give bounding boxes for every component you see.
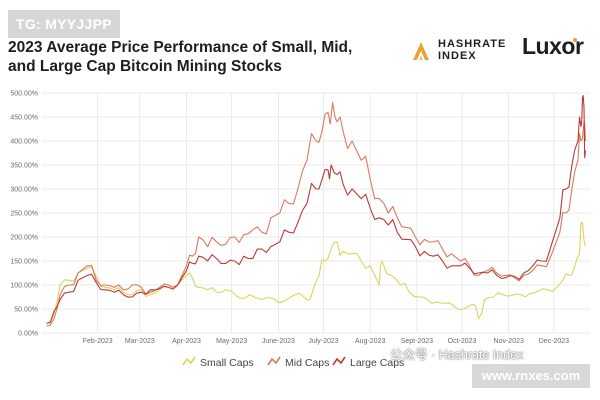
x-tick-label: Oct-2023 [448, 338, 477, 345]
legend-label-large: Large Caps [350, 357, 404, 369]
grid-lines [42, 92, 590, 334]
hashrate-index-logo-icon [413, 42, 429, 60]
legend: Small Caps Mid Caps Large Caps [182, 356, 404, 369]
x-tick-label: June-2023 [262, 338, 295, 345]
y-tick-label: 400.00% [10, 139, 38, 146]
hashrate-line-1: HASHRATE [438, 38, 507, 50]
y-tick-label: 200.00% [10, 235, 38, 242]
legend-swatch-mid [267, 356, 281, 366]
x-tick-label: Aug-2023 [355, 338, 385, 345]
y-tick-label: 0.00% [18, 331, 38, 338]
tg-badge: TG: MYYJJPP [8, 10, 120, 38]
watermark-text: 公众号 · Hashrate Index [390, 348, 524, 362]
series-lines [46, 95, 587, 327]
wechat-watermark: 公众号 · Hashrate Index [370, 344, 523, 363]
x-tick-label: July-2023 [308, 338, 338, 345]
x-axis-ticks: Feb-2023 Mar-2023 Apr-2023 May-2023 June-202… [83, 338, 569, 345]
y-tick-label: 450.00% [10, 115, 38, 122]
y-tick-label: 300.00% [10, 187, 38, 194]
y-tick-label: 350.00% [10, 163, 38, 170]
y-tick-label: 150.00% [10, 259, 38, 266]
hashrate-line-2: INDEX [438, 50, 477, 62]
legend-swatch-large [332, 356, 346, 366]
y-tick-label: 100.00% [10, 283, 38, 290]
x-tick-label: Apr-2023 [172, 338, 201, 345]
chart-title: 2023 Average Price Performance of Small,… [8, 38, 368, 76]
legend-label-mid: Mid Caps [285, 357, 329, 369]
y-axis-ticks: 0.00% 50.00% 100.00% 150.00% 200.00% 250.00% 3… [10, 91, 38, 338]
chart-title-line-1: 2023 Average Price Performance of Small,… [8, 39, 353, 56]
x-tick-label: Mar-2023 [125, 338, 155, 345]
y-tick-label: 500.00% [10, 91, 38, 98]
x-tick-label: May-2023 [216, 338, 247, 345]
x-tick-label: Nov-2023 [494, 338, 524, 345]
y-tick-label: 50.00% [14, 307, 38, 314]
series-line-large [46, 95, 587, 324]
hashrate-index-logo-text: HASHRATE INDEX [438, 38, 506, 62]
chart-title-line-2: and Large Cap Bitcoin Mining Stocks [8, 58, 282, 75]
wechat-icon [370, 347, 386, 360]
luxor-logo-dot-icon [573, 38, 577, 42]
legend-swatch-small [182, 356, 196, 366]
series-line-small [46, 221, 587, 324]
y-tick-label: 250.00% [10, 211, 38, 218]
x-tick-label: Feb-2023 [83, 338, 113, 345]
series-line-mid [46, 102, 587, 327]
x-tick-label: Dec-2023 [539, 338, 569, 345]
x-tick-label: Sept-2023 [401, 338, 433, 345]
legend-label-small: Small Caps [200, 357, 254, 369]
site-url-badge: www.rnxes.com [472, 364, 590, 388]
luxor-logo: Luxor [522, 33, 584, 59]
